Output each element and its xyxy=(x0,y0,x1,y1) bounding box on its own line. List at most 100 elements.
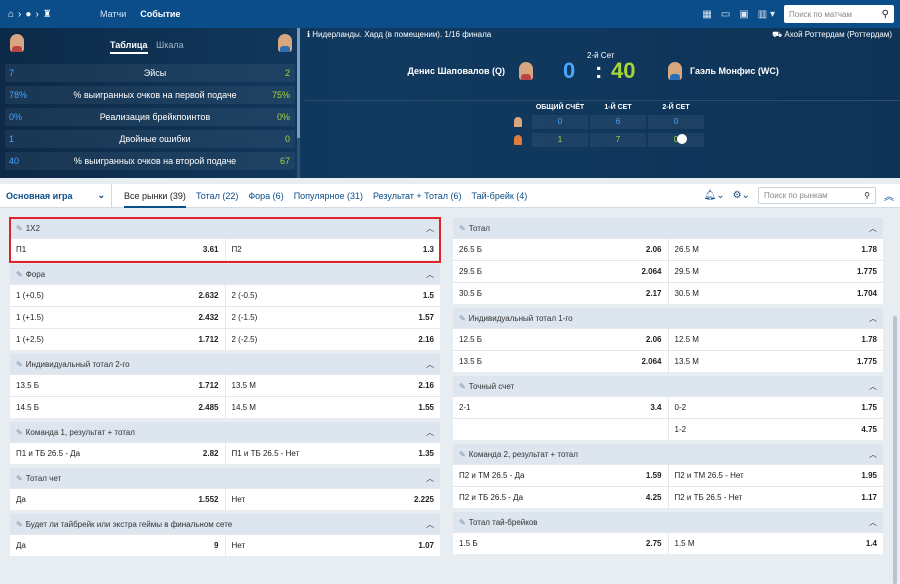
page-scrollbar[interactable] xyxy=(893,316,897,584)
odds-cell[interactable]: Да 9 xyxy=(10,535,225,556)
nav-matches[interactable]: Матчи xyxy=(100,9,127,19)
market-search-input[interactable]: Поиск по рынкам ⚲ xyxy=(758,187,876,204)
odds-cell[interactable]: П1 и ТБ 26.5 - Да 2.82 xyxy=(10,443,225,464)
chevron-up-icon[interactable]: ︿ xyxy=(869,223,877,233)
pin-icon[interactable]: ✎ xyxy=(459,223,466,233)
odds-cell[interactable]: 13.5 Б 2.064 xyxy=(453,351,668,372)
odds-value: 1.57 xyxy=(418,313,434,322)
tablet-icon[interactable]: ▭ xyxy=(720,8,731,20)
odds-cell[interactable]: 1 (+1.5) 2.432 xyxy=(10,307,225,328)
odds-cell[interactable]: П2 и ТМ 26.5 - Да 1.59 xyxy=(453,465,668,486)
odds-cell[interactable]: Нет 1.07 xyxy=(224,535,441,556)
pin-icon[interactable]: ✎ xyxy=(16,269,23,279)
odds-cell[interactable]: 1.5 М 1.4 xyxy=(667,533,884,554)
gear-icon[interactable]: ⚙︎⌄ xyxy=(732,190,750,201)
bell-icon[interactable]: 🔔︎⌄ xyxy=(703,190,725,201)
market-tab[interactable]: Тай-брейк (4) xyxy=(471,190,528,201)
odds-cell[interactable]: 30.5 Б 2.17 xyxy=(453,283,668,304)
odds-cell[interactable]: 2-1 3.4 xyxy=(453,397,668,418)
tab-table[interactable]: Таблица xyxy=(110,40,148,54)
chevron-up-icon[interactable]: ︿ xyxy=(869,381,877,391)
stats-scrollbar[interactable] xyxy=(297,28,300,178)
odds-cell[interactable]: П2 1.3 xyxy=(224,239,441,260)
odds-cell[interactable]: Нет 2.225 xyxy=(224,489,441,510)
pin-icon[interactable]: ✎ xyxy=(459,449,466,459)
market-header[interactable]: ✎ Индивидуальный тотал 2-го ︿ xyxy=(10,354,440,374)
odds-cell[interactable]: 2 (-0.5) 1.5 xyxy=(224,285,441,306)
odds-cell[interactable]: 1 (+2.5) 1.712 xyxy=(10,329,225,350)
pin-icon[interactable]: ✎ xyxy=(16,473,23,483)
odds-cell[interactable]: П1 3.61 xyxy=(10,239,225,260)
trophy-icon[interactable]: ♜ xyxy=(42,8,52,20)
game-selector[interactable]: Основная игра ⌄ xyxy=(0,183,112,208)
market-tab[interactable]: Все рынки (39) xyxy=(124,184,186,208)
odds-cell[interactable]: 13.5 М 2.16 xyxy=(224,375,441,396)
chevron-up-icon[interactable]: ︿ xyxy=(426,359,434,369)
chevron-up-icon[interactable]: ︿ xyxy=(869,313,877,323)
odds-cell[interactable]: 13.5 М 1.775 xyxy=(667,351,884,372)
chevron-up-icon[interactable]: ︿ xyxy=(869,449,877,459)
chevron-up-icon[interactable]: ︿ xyxy=(426,269,434,279)
search-icon[interactable]: ⚲ xyxy=(881,8,889,20)
odds-cell[interactable]: 1.5 Б 2.75 xyxy=(453,533,668,554)
odds-cell[interactable]: 12.5 Б 2.06 xyxy=(453,329,668,350)
market-tab[interactable]: Фора (6) xyxy=(248,190,284,201)
odds-cell[interactable]: Да 1.552 xyxy=(10,489,225,510)
search-icon[interactable]: ⚲ xyxy=(864,191,870,200)
odds-row: 13.5 Б 1.712 13.5 М 2.16 xyxy=(10,374,440,396)
market-tab[interactable]: Популярное (31) xyxy=(293,190,363,201)
scoreboard-icon[interactable]: ▦ xyxy=(702,8,712,20)
odds-cell[interactable]: П1 и ТБ 26.5 - Нет 1.35 xyxy=(224,443,441,464)
tab-scale[interactable]: Шкала xyxy=(156,40,184,50)
odds-cell[interactable]: 2 (-1.5) 1.57 xyxy=(224,307,441,328)
ball-icon[interactable]: ● xyxy=(25,8,32,20)
nav-event[interactable]: Событие xyxy=(140,9,181,19)
odds-cell[interactable]: П2 и ТБ 26.5 - Да 4.25 xyxy=(453,487,668,508)
odds-cell[interactable]: 1-2 4.75 xyxy=(667,419,884,440)
pin-icon[interactable]: ✎ xyxy=(16,519,23,529)
odds-cell[interactable]: 0-2 1.75 xyxy=(667,397,884,418)
market-header[interactable]: ✎ Фора ︿ xyxy=(10,264,440,284)
market-header[interactable]: ✎ Тотал чет ︿ xyxy=(10,468,440,488)
market-header[interactable]: ✎ Индивидуальный тотал 1-го ︿ xyxy=(453,308,883,328)
pin-icon[interactable]: ✎ xyxy=(16,359,23,369)
pin-icon[interactable]: ✎ xyxy=(16,427,23,437)
collapse-icon[interactable]: ︽ xyxy=(884,192,894,203)
odds-cell[interactable]: 2 (-2.5) 2.16 xyxy=(224,329,441,350)
market-header[interactable]: ✎ Точный счет ︿ xyxy=(453,376,883,396)
pin-icon[interactable]: ✎ xyxy=(16,223,23,233)
odds-cell[interactable]: П2 и ТМ 26.5 - Нет 1.95 xyxy=(667,465,884,486)
odds-cell[interactable]: 26.5 Б 2.06 xyxy=(453,239,668,260)
stats-icon[interactable]: ▥ ▾ xyxy=(757,8,775,20)
market-tab[interactable]: Тотал (22) xyxy=(195,190,239,201)
monitor-icon[interactable]: ▣ xyxy=(739,8,749,20)
odds-cell[interactable]: 1 (+0.5) 2.632 xyxy=(10,285,225,306)
chevron-up-icon[interactable]: ︿ xyxy=(426,427,434,437)
chevron-up-icon[interactable]: ︿ xyxy=(426,473,434,483)
chevron-up-icon[interactable]: ︿ xyxy=(426,223,434,233)
chevron-up-icon[interactable]: ︿ xyxy=(426,519,434,529)
odds-cell[interactable]: 13.5 Б 1.712 xyxy=(10,375,225,396)
pin-icon[interactable]: ✎ xyxy=(459,381,466,391)
market-header[interactable]: ✎ 1X2 ︿ xyxy=(10,218,440,238)
odds-cell[interactable]: 12.5 М 1.78 xyxy=(667,329,884,350)
odds-value: 1.775 xyxy=(856,267,877,276)
market-header[interactable]: ✎ Команда 1, результат + тотал ︿ xyxy=(10,422,440,442)
pin-icon[interactable]: ✎ xyxy=(459,517,466,527)
match-search-input[interactable]: Поиск по матчам ⚲ xyxy=(784,5,894,23)
home-icon[interactable]: ⌂ xyxy=(8,8,15,20)
odds-cell[interactable]: 30.5 М 1.704 xyxy=(667,283,884,304)
market-header[interactable]: ✎ Тотал тай-брейков ︿ xyxy=(453,512,883,532)
market-header[interactable]: ✎ Команда 2, результат + тотал ︿ xyxy=(453,444,883,464)
odds-cell[interactable]: П2 и ТБ 26.5 - Нет 1.17 xyxy=(667,487,884,508)
odds-cell[interactable]: 26.5 М 1.78 xyxy=(667,239,884,260)
market-header[interactable]: ✎ Тотал ︿ xyxy=(453,218,883,238)
odds-cell[interactable]: 14.5 М 1.55 xyxy=(224,397,441,418)
market-header[interactable]: ✎ Будет ли тайбрейк или экстра геймы в фи… xyxy=(10,514,440,534)
chevron-up-icon[interactable]: ︿ xyxy=(869,517,877,527)
pin-icon[interactable]: ✎ xyxy=(459,313,466,323)
odds-cell[interactable]: 14.5 Б 2.485 xyxy=(10,397,225,418)
odds-cell[interactable]: 29.5 М 1.775 xyxy=(667,261,884,282)
odds-cell[interactable]: 29.5 Б 2.064 xyxy=(453,261,668,282)
market-tab[interactable]: Результат + Тотал (6) xyxy=(372,190,462,201)
